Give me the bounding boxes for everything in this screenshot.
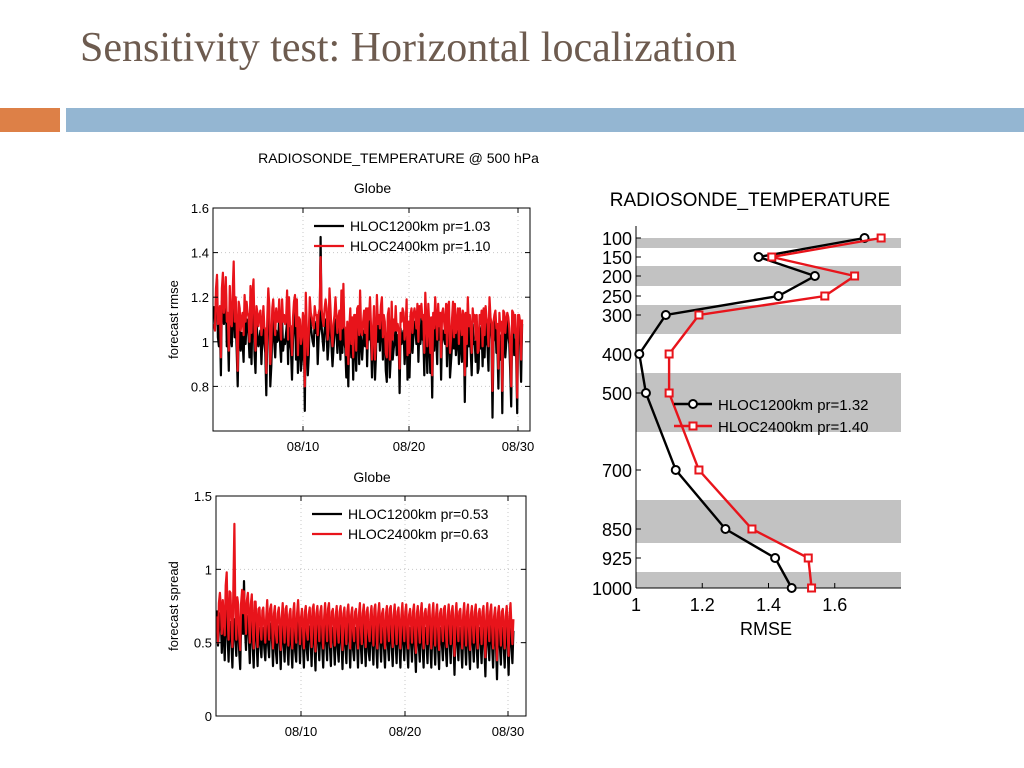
data-point <box>640 388 651 398</box>
data-point <box>670 465 681 475</box>
chart-title: Globe <box>353 469 391 485</box>
data-point <box>850 271 860 281</box>
y-tick-label: 100 <box>602 229 632 249</box>
slide-title: Sensitivity test: Horizontal localizatio… <box>80 25 737 71</box>
data-point <box>694 310 704 320</box>
plot-frame <box>212 207 531 432</box>
y-tick-label: 400 <box>602 345 632 365</box>
y-tick-label: 1.2 <box>191 290 209 305</box>
legend-entry: HLOC2400km pr=1.40 <box>718 419 869 436</box>
legend-marker <box>688 399 698 409</box>
shaded-band <box>636 305 901 334</box>
profile-panel <box>634 226 901 593</box>
y-tick-label: 1.5 <box>194 489 212 504</box>
data-point <box>664 349 674 359</box>
series-line-hloc2400 <box>215 522 515 662</box>
data-point <box>694 465 704 475</box>
y-tick-label: 500 <box>602 384 632 404</box>
chart-suptitle: RADIOSONDE_TEMPERATURE @ 500 hPa <box>258 150 539 166</box>
plot-frame <box>215 495 527 717</box>
y-tick-label: 700 <box>602 461 632 481</box>
x-tick-label: 08/10 <box>285 724 318 739</box>
x-tick-label: 1.2 <box>690 595 715 615</box>
y-tick-label: 925 <box>602 549 632 569</box>
data-point <box>803 553 813 563</box>
legend-entry: HLOC1200km pr=1.03 <box>350 218 491 234</box>
x-tick-label: 08/20 <box>393 439 426 454</box>
data-point <box>820 291 830 301</box>
y-tick-label: 250 <box>602 287 632 307</box>
y-tick-label: 1 <box>205 562 212 577</box>
timeseries-panel-1 <box>212 207 531 432</box>
data-point <box>753 252 764 262</box>
x-tick-label: 1.6 <box>822 595 847 615</box>
data-point <box>767 252 777 262</box>
y-tick-label: 1.4 <box>191 246 209 261</box>
y-tick-label: 1 <box>202 335 209 350</box>
y-tick-label: 150 <box>602 248 632 268</box>
legend-entry: HLOC1200km pr=0.53 <box>348 506 489 522</box>
y-tick-label: 300 <box>602 306 632 326</box>
x-tick-label: 08/10 <box>287 439 320 454</box>
y-tick-label: 0 <box>205 709 212 724</box>
shaded-band <box>636 238 901 248</box>
y-tick-label: 1.6 <box>191 201 209 216</box>
legend-entry: HLOC1200km pr=1.32 <box>718 397 869 414</box>
data-point <box>720 524 731 534</box>
data-point <box>770 553 781 563</box>
x-tick-label: 08/30 <box>502 439 535 454</box>
y-tick-label: 0.5 <box>194 636 212 651</box>
y-axis-label: forecast rmse <box>166 280 181 359</box>
data-point <box>786 583 797 593</box>
legend-marker <box>688 421 698 431</box>
data-point <box>773 291 784 301</box>
series-line-hloc2400 <box>212 256 524 399</box>
x-tick-label: 08/30 <box>492 724 525 739</box>
y-tick-label: 1000 <box>592 579 632 599</box>
chart-title: RADIOSONDE_TEMPERATURE <box>610 190 890 211</box>
y-tick-label: 0.8 <box>191 379 209 394</box>
data-point <box>876 233 886 243</box>
data-point <box>634 349 645 359</box>
data-point <box>809 271 820 281</box>
legend-entry: HLOC2400km pr=0.63 <box>348 526 489 542</box>
y-axis-label: forecast spread <box>166 561 181 651</box>
accent-bar <box>0 108 60 132</box>
shaded-band <box>636 500 901 543</box>
y-tick-label: 200 <box>602 267 632 287</box>
data-point <box>664 388 674 398</box>
chart-title: Globe <box>354 180 392 196</box>
header-bar <box>66 108 1024 132</box>
x-tick-label: 1 <box>631 595 641 615</box>
y-tick-label: 850 <box>602 520 632 540</box>
x-axis-label: RMSE <box>740 619 792 639</box>
x-tick-label: 1.4 <box>756 595 781 615</box>
shaded-band <box>636 266 901 286</box>
data-point <box>747 524 757 534</box>
data-point <box>807 583 817 593</box>
timeseries-panel-2 <box>215 495 527 717</box>
x-tick-label: 08/20 <box>389 724 422 739</box>
data-point <box>660 310 671 320</box>
legend-entry: HLOC2400km pr=1.10 <box>350 238 491 254</box>
